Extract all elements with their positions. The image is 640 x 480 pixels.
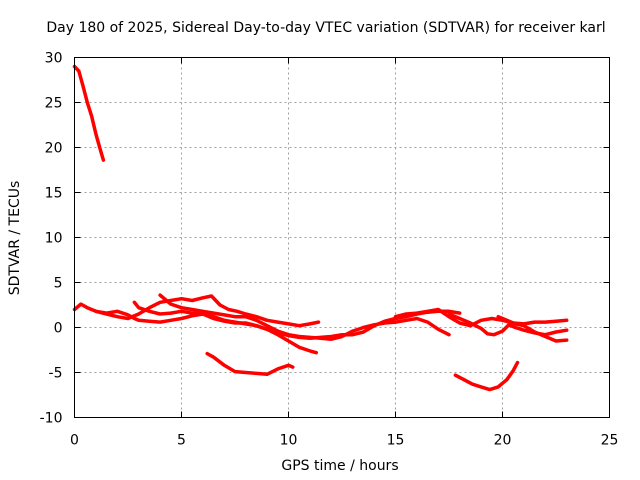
y-tick-label: 15 [45,186,63,202]
y-tick-label: 25 [45,96,63,112]
series-arc-1 [72,64,106,162]
series-arc-6 [205,351,295,377]
y-tick-label: -10 [40,411,63,427]
x-tick-label: 20 [494,433,512,449]
series-arc-3 [94,294,321,328]
series-arc-10 [453,360,520,392]
x-tick-label: 0 [70,433,79,449]
y-tick-label: 30 [45,51,63,67]
series-arc-7 [393,307,569,328]
y-tick-label: -5 [49,366,63,382]
y-tick-label: 0 [54,321,63,337]
x-tick-label: 15 [387,433,405,449]
x-axis-label: GPS time / hours [281,458,398,474]
grid-lines [74,57,610,418]
x-axis-ticks: 0 5 10 15 20 25 [70,57,619,449]
y-axis-label: SDTVAR / TECUs [7,181,23,296]
y-tick-label: 20 [45,141,63,157]
data-series [72,64,569,392]
x-tick-label: 5 [177,433,186,449]
y-axis-ticks: -10 -5 0 5 10 15 20 25 30 [40,51,610,427]
x-tick-label: 25 [601,433,619,449]
x-tick-label: 10 [280,433,298,449]
y-tick-label: 5 [54,276,63,292]
series-arc-9 [496,314,569,343]
series-arc-5 [158,293,451,341]
chart-title: Day 180 of 2025, Sidereal Day-to-day VTE… [46,20,605,36]
y-tick-label: 10 [45,231,63,247]
